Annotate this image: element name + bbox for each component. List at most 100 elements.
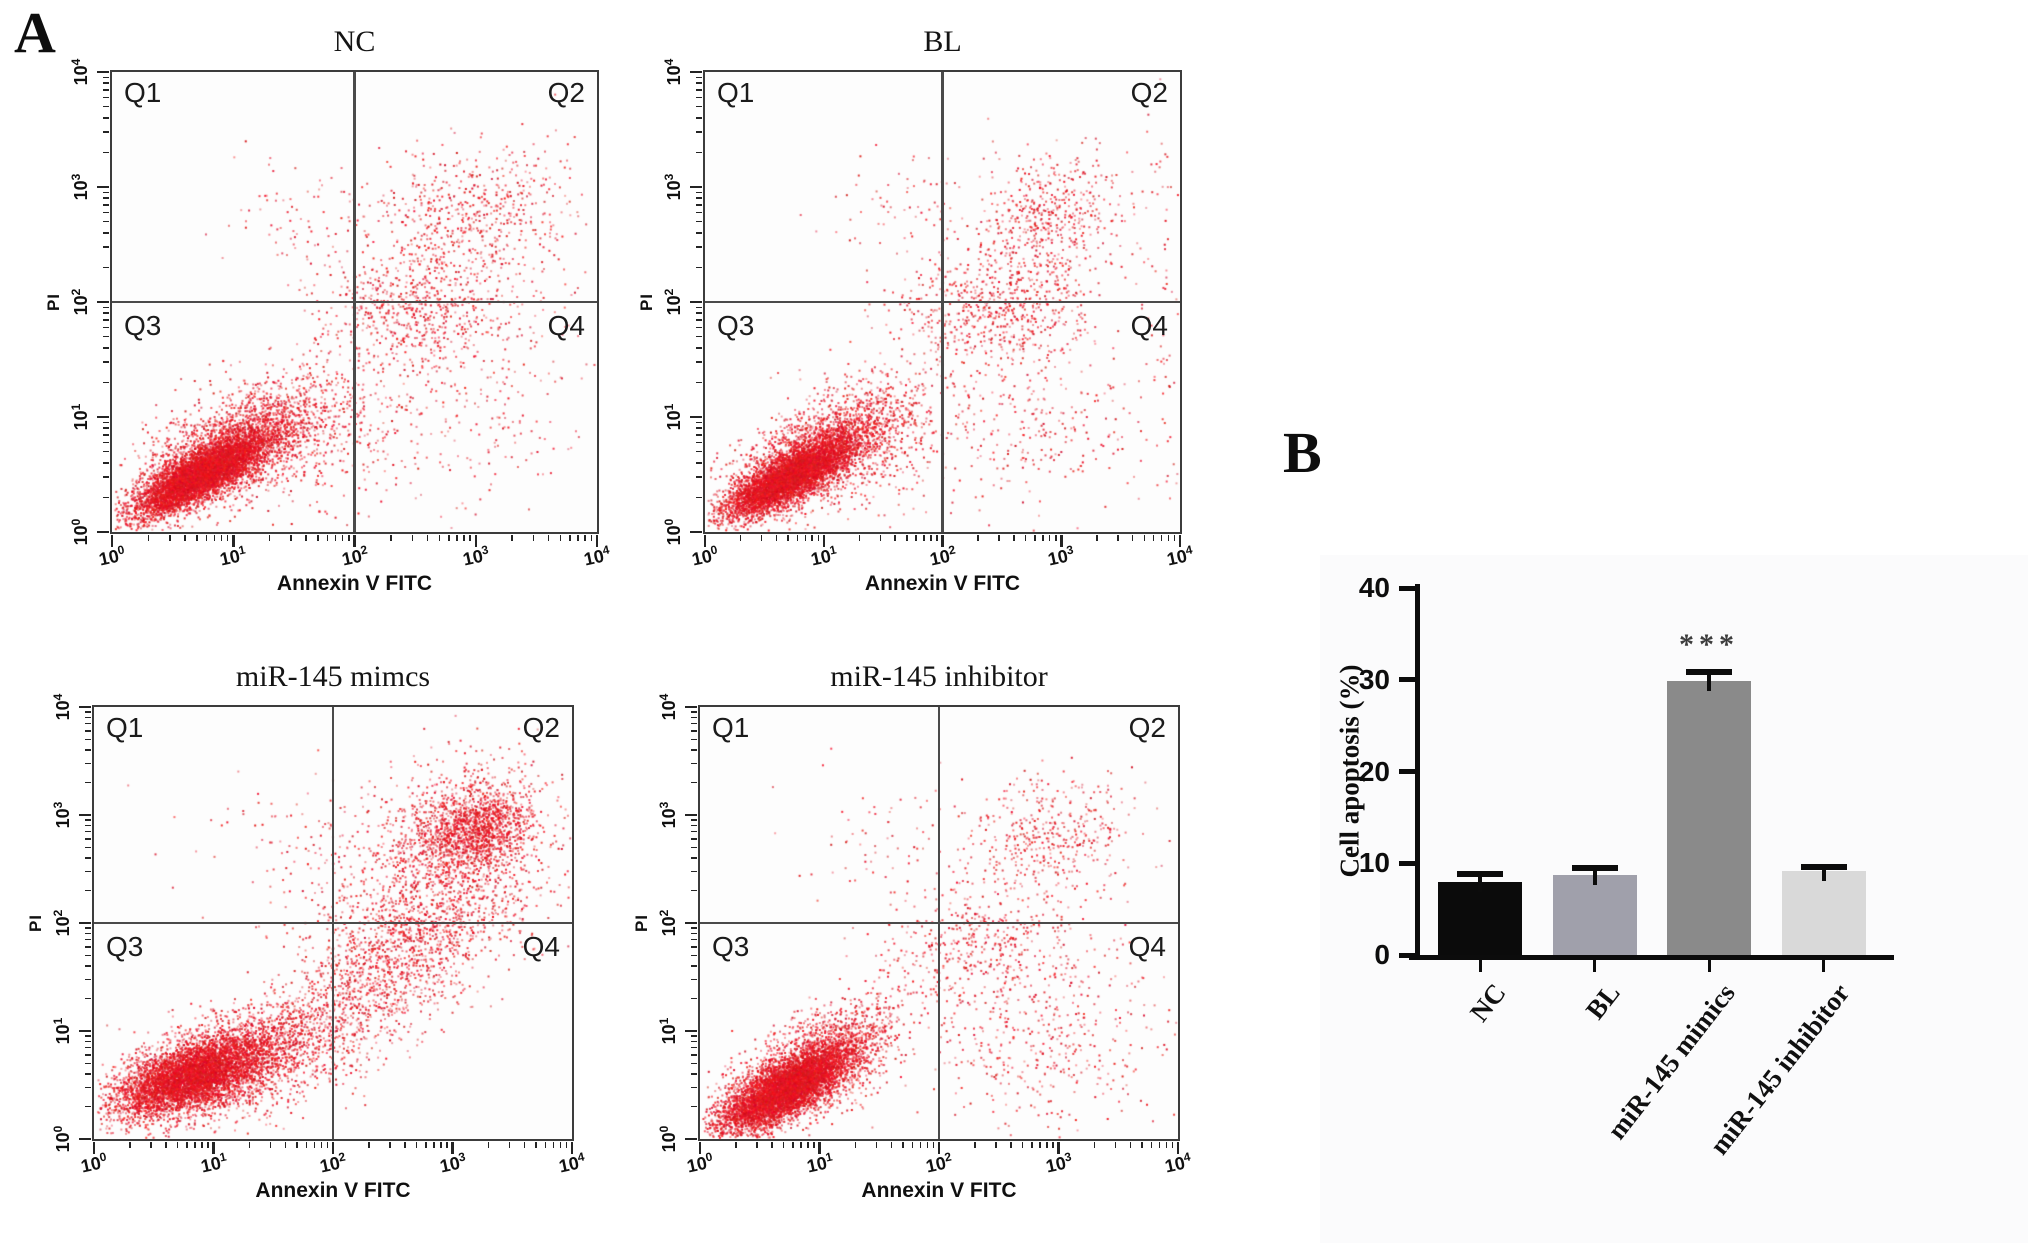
y-axis-tick: [103, 131, 109, 133]
x-axis-tick: [906, 535, 908, 541]
x-axis-tick-label: 101: [804, 1149, 834, 1177]
y-axis-tick: [696, 427, 702, 429]
x-axis-tick: [1141, 1142, 1143, 1148]
y-axis-tick: [85, 838, 91, 840]
y-axis-tick-label: 102: [657, 909, 679, 937]
x-axis-tick: [569, 535, 571, 541]
y-axis-tick: [685, 1137, 697, 1141]
y-axis-tick: [103, 462, 109, 464]
y-axis-tick: [690, 530, 702, 534]
x-axis-tick: [1052, 1142, 1054, 1148]
y-axis-tick-label: 103: [657, 801, 679, 829]
x-axis-tick: [804, 535, 807, 541]
y-axis-tick: [696, 381, 702, 384]
y-axis-tick: [690, 300, 702, 304]
y-axis-tick: [696, 326, 702, 329]
x-axis-tick: [511, 535, 513, 541]
y-axis-tick: [103, 335, 109, 338]
x-axis-tick: [926, 1142, 929, 1148]
x-axis-tick: [389, 1142, 391, 1148]
x-axis-tick: [269, 1142, 272, 1148]
y-axis-tick: [696, 197, 702, 199]
y-axis-tick: [696, 434, 702, 436]
y-axis-tick-label: 102: [51, 909, 73, 937]
x-axis-tick: [348, 535, 350, 541]
y-axis-tick: [103, 266, 109, 269]
x-axis-tick: [535, 1142, 537, 1148]
x-axis-tick: [559, 1142, 562, 1148]
y-axis-tick: [691, 819, 697, 821]
x-axis-tick: [1165, 1142, 1168, 1148]
y-axis-tick-label: 101: [51, 1017, 73, 1045]
quadrant-label-q4: Q4: [1130, 310, 1168, 341]
x-axis-tick: [890, 1142, 893, 1148]
y-axis-tick: [103, 151, 109, 154]
quadrant-label-q1: Q1: [712, 712, 750, 743]
y-axis-tick: [97, 415, 109, 419]
y-axis-tick: [103, 204, 109, 206]
y-axis-tick: [696, 76, 702, 78]
x-axis-tick: [341, 535, 344, 541]
x-axis-tick: [487, 1142, 490, 1148]
x-axis-tick: [1060, 535, 1063, 547]
y-axis-label: PI: [632, 913, 651, 933]
y-axis-tick: [79, 813, 91, 817]
y-axis-tick: [103, 441, 109, 444]
y-axis-tick: [691, 938, 697, 941]
y-axis-tick: [103, 326, 109, 329]
x-axis-tick: [915, 535, 917, 541]
y-axis-tick: [691, 1046, 697, 1049]
quadrant-label-q1: Q1: [124, 77, 162, 108]
y-axis-tick: [85, 997, 91, 1000]
y-axis-tick: [696, 306, 702, 308]
x-axis-tick: [595, 535, 599, 547]
y-axis-tick: [696, 496, 702, 499]
x-axis-tick: [1055, 535, 1057, 541]
y-axis-tick: [103, 421, 109, 423]
y-axis-tick: [85, 730, 91, 732]
x-axis-tick: [438, 535, 440, 541]
y-axis-tick: [97, 300, 109, 304]
y-axis-tick: [691, 1035, 697, 1037]
x-axis-tick: [1131, 535, 1134, 541]
plot-title: miR-145 mimcs: [235, 660, 431, 693]
quadrant-divider-horizontal: [705, 300, 1180, 304]
x-axis-tick: [268, 535, 271, 541]
x-axis-tick: [317, 535, 319, 541]
bar-y-tick: [1399, 860, 1415, 866]
y-axis-tick: [696, 462, 702, 464]
x-axis-tick: [775, 535, 778, 541]
x-axis-tick: [523, 1142, 526, 1148]
x-axis-tick: [1031, 1142, 1033, 1148]
y-axis-tick: [696, 232, 702, 234]
error-bar-stem: [1707, 672, 1711, 691]
y-axis-tick: [103, 232, 109, 234]
x-axis-tick: [207, 1142, 209, 1148]
flow-plot-nc: NC Q1 Q2 Q3 Q4 Annexin V FITC PI 100 100 1…: [44, 25, 611, 595]
x-axis-tick: [818, 1142, 821, 1154]
quadrant-label-q4: Q4: [547, 310, 585, 341]
x-axis-tick: [1096, 535, 1098, 541]
x-axis-tick: [232, 535, 235, 547]
x-axis-tick: [334, 535, 337, 541]
quadrant-label-q2: Q2: [1130, 77, 1168, 108]
x-axis-tick: [977, 535, 979, 541]
x-axis-tick: [411, 535, 414, 541]
x-axis-tick: [565, 1142, 568, 1148]
x-axis-tick: [1143, 535, 1145, 541]
y-axis-tick: [691, 857, 697, 859]
bar-y-tick-label: 20: [1358, 755, 1390, 787]
y-axis-tick: [691, 954, 697, 957]
x-axis-tick: [807, 1142, 809, 1148]
y-axis-tick: [691, 1040, 697, 1043]
y-axis-label: PI: [637, 292, 656, 312]
x-axis-tick: [194, 1142, 196, 1148]
quadrant-divider-horizontal: [700, 921, 1178, 925]
y-axis-tick: [690, 415, 702, 419]
y-axis-tick: [696, 347, 702, 349]
y-axis-tick: [85, 1062, 91, 1065]
bar-category-label-wrap: miR-145 inhibitor: [1420, 978, 1856, 1160]
x-axis-tick: [176, 1142, 179, 1148]
y-axis-tick: [696, 266, 702, 269]
